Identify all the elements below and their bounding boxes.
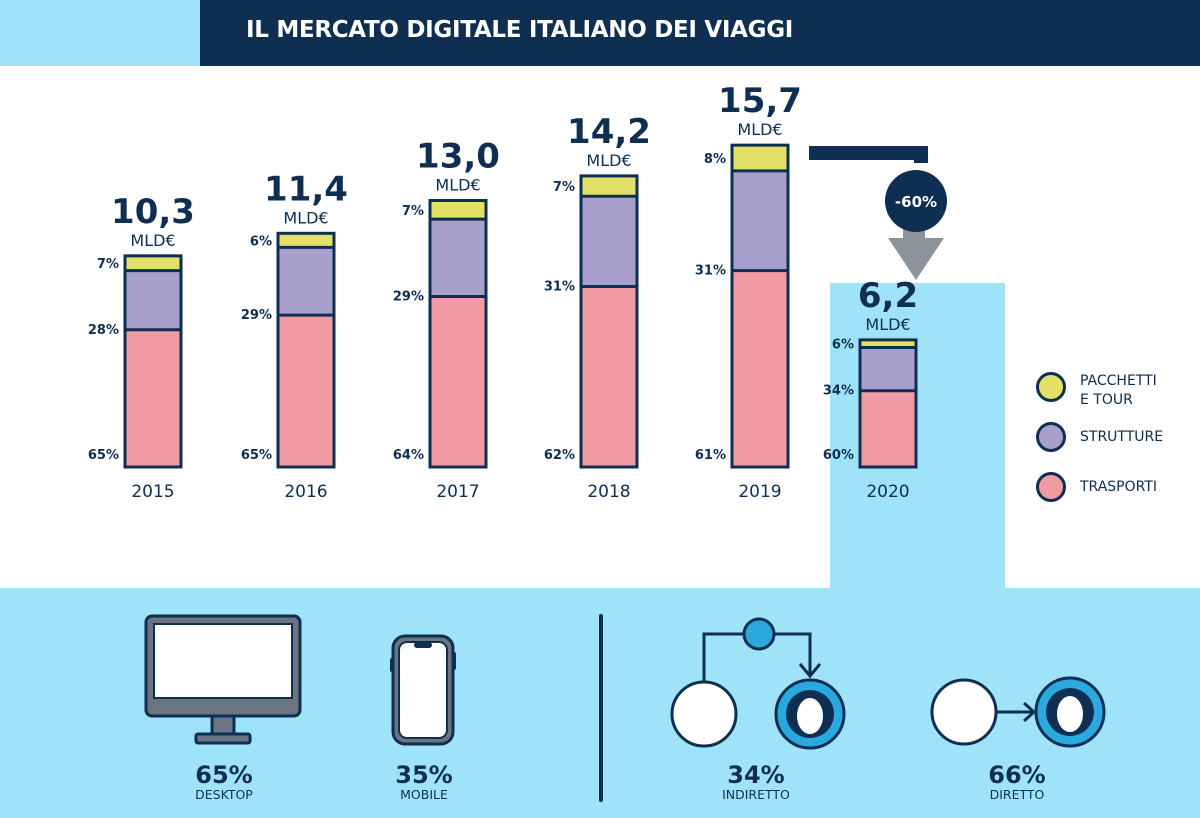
year-label-2020: 2020 [866, 482, 909, 502]
total-unit-2015: MLD€ [130, 231, 175, 250]
stat-indiretto-value: 34% [727, 761, 785, 789]
pct-label-2020-trasporti: 60% [823, 448, 854, 463]
pct-label-2019-pacchetti-e-tour: 8% [704, 152, 726, 167]
bar-outline-2017 [428, 199, 488, 469]
total-value-2016: 11,4 [264, 169, 348, 209]
year-label-2016: 2016 [284, 482, 327, 502]
pct-label-2016-strutture: 29% [241, 308, 272, 323]
legend-label-pacchetti-line2: E TOUR [1080, 392, 1133, 408]
pct-label-2017-trasporti: 64% [393, 448, 424, 463]
stat-diretto-label: DIRETTO [989, 787, 1045, 802]
pct-label-2015-strutture: 28% [88, 323, 119, 338]
legend-label-pacchetti-line1: PACCHETTI [1080, 373, 1157, 389]
stat-desktop-label: DESKTOP [195, 787, 253, 802]
indirect-channel-icon [670, 617, 846, 750]
total-unit-2018: MLD€ [586, 151, 631, 170]
decline-badge [885, 170, 947, 232]
pct-label-2018-trasporti: 62% [544, 448, 575, 463]
decline-label: -60% [895, 193, 937, 211]
pct-label-2019-trasporti: 61% [695, 448, 726, 463]
total-unit-2019: MLD€ [737, 120, 782, 139]
bar-segment-2020-pacchetti-e-tour [860, 339, 916, 348]
pct-label-2016-trasporti: 65% [241, 448, 272, 463]
header-accent-band [0, 0, 200, 66]
legend-label-strutture: STRUTTURE [1080, 429, 1164, 445]
pct-label-2020-pacchetti-e-tour: 6% [832, 338, 854, 353]
bar-segment-2015-strutture [125, 270, 181, 330]
bar-segment-2016-trasporti [278, 315, 334, 467]
bar-segment-2018-trasporti [581, 286, 637, 467]
stat-mobile-label: MOBILE [400, 787, 448, 802]
bar-segment-2017-pacchetti-e-tour [430, 200, 486, 220]
year-label-2015: 2015 [131, 482, 174, 502]
bar-segment-2019-trasporti [732, 270, 788, 467]
bar-segment-2020-trasporti [860, 390, 916, 467]
direct-channel-icon [930, 676, 1106, 748]
decline-connector [809, 146, 928, 163]
total-value-2018: 14,2 [567, 112, 651, 152]
stat-mobile: 35% MOBILE [344, 762, 504, 802]
stat-indiretto: 34% INDIRETTO [676, 762, 836, 802]
bar-outline-2015 [123, 254, 183, 469]
bar-segment-2016-strutture [278, 247, 334, 316]
total-unit-2017: MLD€ [435, 176, 480, 195]
stat-diretto: 66% DIRETTO [937, 762, 1097, 802]
bar-segment-2017-strutture [430, 219, 486, 297]
legend-swatch-pacchetti [1036, 372, 1066, 402]
desktop-icon [144, 614, 302, 745]
pct-label-2017-pacchetti-e-tour: 7% [402, 204, 424, 219]
bar-segment-2019-pacchetti-e-tour [732, 145, 788, 171]
decline-arrow-head [888, 238, 944, 280]
pct-label-2018-strutture: 31% [544, 280, 575, 295]
stat-desktop: 65% DESKTOP [144, 762, 304, 802]
year-label-2019: 2019 [738, 482, 781, 502]
pct-label-2019-strutture: 31% [695, 264, 726, 279]
stat-diretto-value: 66% [988, 761, 1046, 789]
pct-label-2015-pacchetti-e-tour: 7% [97, 257, 119, 272]
stat-desktop-value: 65% [195, 761, 253, 789]
legend-label-trasporti: TRASPORTI [1080, 479, 1158, 495]
legend-swatch-trasporti [1036, 472, 1066, 502]
bar-segment-2017-trasporti [430, 296, 486, 467]
page-title: IL MERCATO DIGITALE ITALIANO DEI VIAGGI [246, 17, 794, 43]
bar-segment-2020-strutture [860, 347, 916, 391]
bar-segment-2018-strutture [581, 196, 637, 287]
legend-swatch-strutture [1036, 422, 1066, 452]
total-unit-2020: MLD€ [865, 315, 910, 334]
total-value-2017: 13,0 [416, 137, 500, 177]
mobile-icon [390, 634, 456, 746]
bar-segment-2015-trasporti [125, 329, 181, 467]
year-label-2018: 2018 [587, 482, 630, 502]
pct-label-2018-pacchetti-e-tour: 7% [553, 180, 575, 195]
bar-outline-2018 [579, 174, 639, 469]
year-label-2017: 2017 [436, 482, 479, 502]
stat-mobile-value: 35% [395, 761, 453, 789]
pct-label-2020-strutture: 34% [823, 384, 854, 399]
pct-label-2017-strutture: 29% [393, 289, 424, 304]
title-bar [200, 0, 1200, 66]
total-value-2019: 15,7 [718, 81, 802, 121]
bar-outline-2020 [858, 338, 918, 469]
pct-label-2016-pacchetti-e-tour: 6% [250, 234, 272, 249]
bottom-divider [599, 614, 603, 802]
total-unit-2016: MLD€ [283, 208, 328, 227]
total-value-2015: 10,3 [111, 192, 195, 232]
bar-segment-2019-strutture [732, 170, 788, 271]
bar-segment-2015-pacchetti-e-tour [125, 255, 181, 271]
bar-segment-2016-pacchetti-e-tour [278, 233, 334, 248]
bar-segment-2018-pacchetti-e-tour [581, 175, 637, 197]
pct-label-2015-trasporti: 65% [88, 448, 119, 463]
total-value-2020: 6,2 [858, 276, 918, 316]
stat-indiretto-label: INDIRETTO [722, 787, 790, 802]
bar-outline-2016 [276, 231, 336, 469]
bar-outline-2019 [730, 143, 790, 469]
